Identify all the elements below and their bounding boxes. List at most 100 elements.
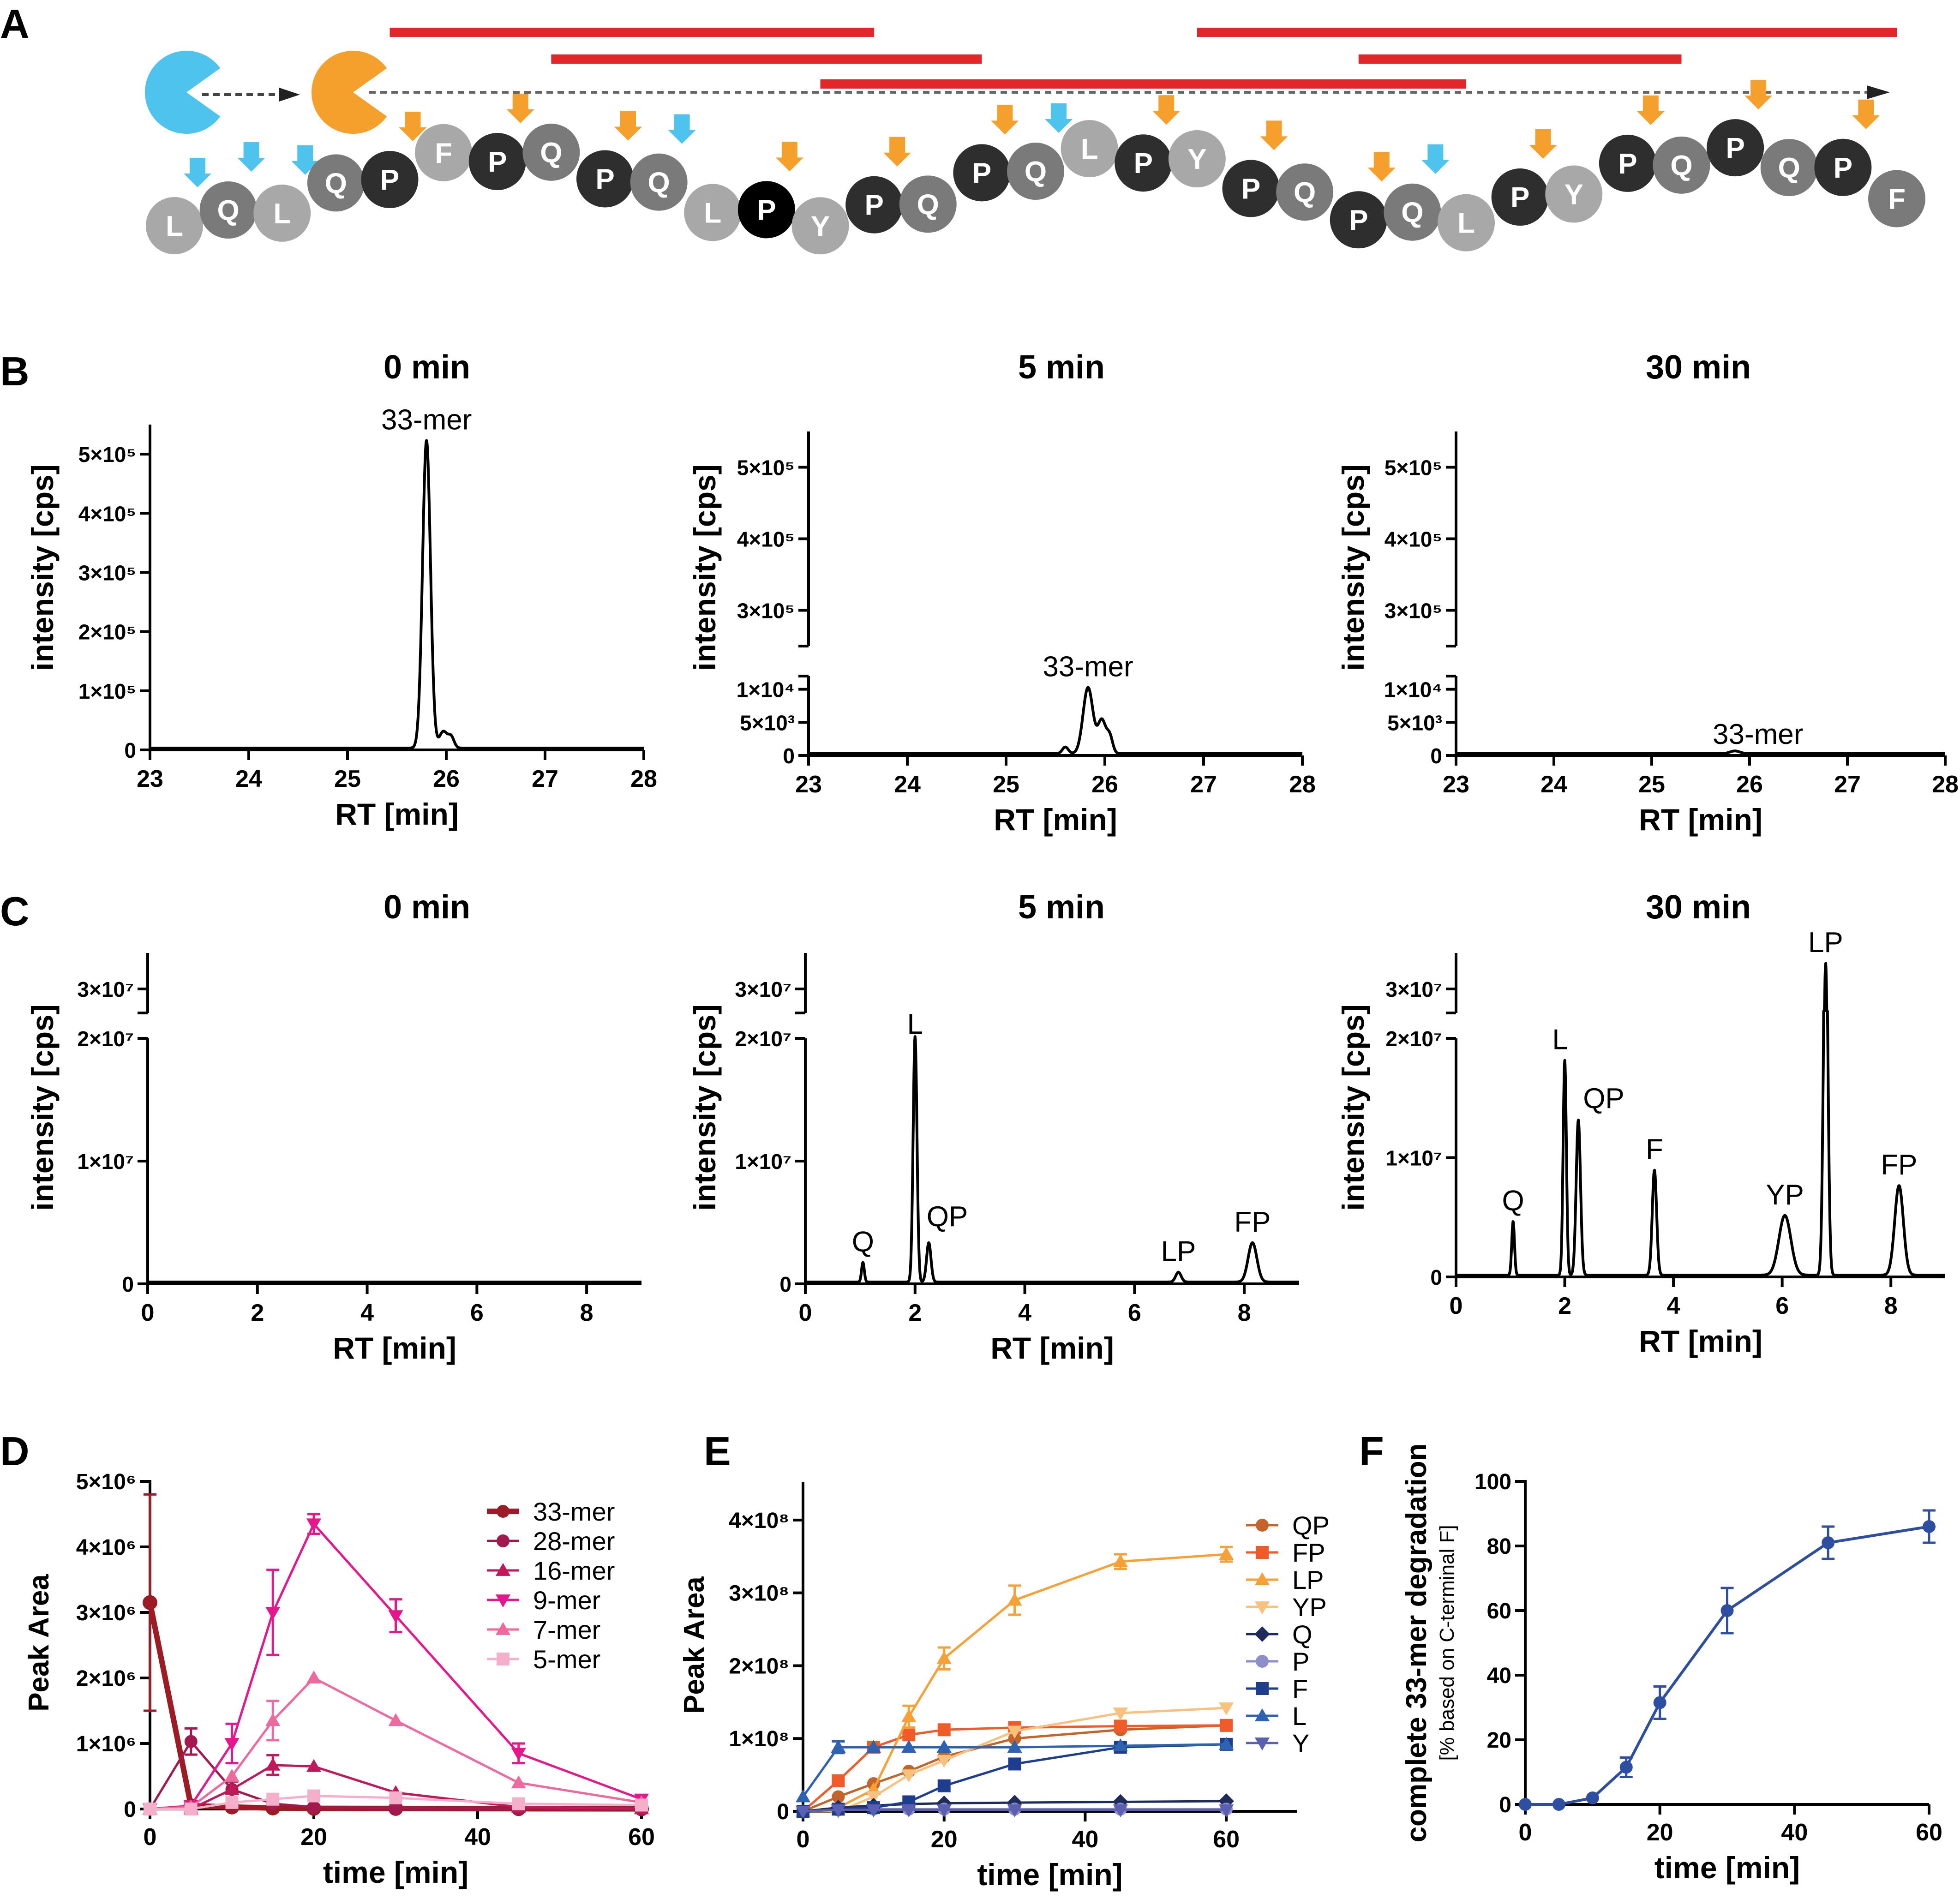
- x-tick-label: 8: [580, 1300, 593, 1326]
- y-tick-label: 0: [1430, 1265, 1442, 1289]
- data-point: [937, 1723, 951, 1737]
- y-tick-label: 1×10⁸: [729, 1727, 789, 1751]
- data-point: [795, 1789, 811, 1803]
- residue-label: Q: [1401, 197, 1423, 229]
- legend-marker: [495, 1622, 511, 1635]
- residue-label: P: [757, 194, 776, 226]
- data-point: [389, 1791, 402, 1804]
- legend-marker: [495, 1563, 511, 1576]
- cleavage-arrow-icon: [1529, 129, 1557, 159]
- legend-label: QP: [1292, 1511, 1330, 1540]
- residue-Q: [630, 153, 688, 211]
- cleavage-arrow-icon: [883, 137, 911, 167]
- x-tick-label: 24: [894, 771, 921, 798]
- legend-marker: [497, 1505, 509, 1518]
- legend-label: LP: [1292, 1565, 1324, 1594]
- legend-label: 5-mer: [533, 1645, 600, 1674]
- series-line: [150, 1795, 642, 1810]
- series-33-mer-degradation: [1519, 1509, 1936, 1811]
- peak-label: L: [1552, 1024, 1568, 1056]
- y-tick-label: 5×10³: [740, 711, 795, 735]
- residue-Q: [1760, 139, 1818, 197]
- enzymes: [144, 51, 1890, 134]
- x-tick-label: 0: [141, 1300, 155, 1326]
- peak-label: 33-mer: [1713, 719, 1803, 750]
- series-line: [803, 1809, 1227, 1813]
- data-point: [831, 1740, 846, 1753]
- peak-label: F: [1646, 1134, 1663, 1166]
- y-tick-label: 3×10⁶: [76, 1601, 136, 1625]
- series-5-mer: [144, 1789, 648, 1815]
- residue-L: [1438, 194, 1495, 252]
- legend-label: FP: [1292, 1538, 1325, 1567]
- cleavage-arrow-icon: [1852, 99, 1880, 129]
- peak-label: QP: [1583, 1083, 1624, 1114]
- residue-label: L: [166, 210, 183, 242]
- x-tick-label: 60: [628, 1824, 655, 1851]
- residue-label: Q: [917, 189, 939, 221]
- data-point: [511, 1748, 526, 1761]
- residue-label: L: [704, 197, 721, 229]
- residue-label: Q: [1294, 177, 1316, 209]
- x-tick-label: 27: [1190, 771, 1217, 798]
- fragment-bar: [820, 79, 1466, 89]
- residue-P: [1707, 119, 1764, 177]
- series-lp: [795, 1546, 1234, 1817]
- chart-title: 5 min: [1018, 349, 1105, 386]
- residue-label: Q: [1670, 150, 1692, 182]
- chart-d: 0 20 40 60 0 1×10⁶ 2×10⁶ 3×10⁶ 4×10⁶ 5×10⁶ time [m…: [23, 1470, 655, 1889]
- y-axis-label: intensity [cps]: [25, 1004, 60, 1210]
- peak-label: FP: [1881, 1149, 1917, 1181]
- x-tick-label: 26: [433, 766, 460, 792]
- chromatogram-trace: [807, 686, 1304, 755]
- residue-label: P: [1726, 132, 1744, 164]
- legend-marker: [1254, 1626, 1270, 1642]
- legend-marker: [1254, 1601, 1270, 1615]
- data-point: [143, 1595, 157, 1610]
- y-tick-label: 2×10⁵: [78, 620, 136, 644]
- x-tick-label: 28: [1932, 771, 1959, 798]
- y-tick-label: 40: [1487, 1664, 1511, 1688]
- y-tick-label: 3×10⁷: [735, 977, 791, 1001]
- residue-L: [1061, 120, 1118, 178]
- arrow-head-icon: [279, 88, 300, 102]
- residue-P: [468, 133, 526, 191]
- y-axis-label: Peak Area: [678, 1576, 710, 1714]
- series-line: [1525, 1525, 1930, 1806]
- y-tick-label: 3×10⁸: [729, 1582, 789, 1606]
- x-tick-label: 6: [1775, 1293, 1789, 1319]
- y-tick-label: 60: [1487, 1599, 1511, 1623]
- data-point: [265, 1713, 281, 1726]
- data-point: [936, 1740, 952, 1753]
- y-tick-label: 0: [124, 738, 136, 762]
- data-point: [184, 1735, 198, 1748]
- x-tick-label: 24: [235, 766, 262, 792]
- chart-e: 0 20 40 60 0 1×10⁸ 2×10⁸ 3×10⁸ 4×10⁸ time [min] Pe…: [678, 1482, 1330, 1892]
- data-point: [1720, 1604, 1734, 1617]
- chart-title: 0 min: [384, 349, 470, 386]
- cleavage-arrow-icon: [506, 94, 534, 124]
- panel-a: A L Q L Q P F P Q P Q L P Y P Q P Q L P Y P Q P Q L P Y P Q P Q P F: [0, 1, 1925, 255]
- x-axis-label: RT [min]: [990, 1331, 1114, 1365]
- x-tick-label: 20: [300, 1824, 327, 1851]
- x-axis-label: RT [min]: [335, 797, 459, 831]
- data-point: [388, 1713, 403, 1726]
- legend-label: 33-mer: [533, 1497, 615, 1526]
- series-line: [150, 1522, 642, 1810]
- residue-label: Q: [540, 137, 562, 169]
- data-point: [902, 1728, 916, 1742]
- x-tick-label: 0: [1450, 1293, 1463, 1319]
- peak-label: 33-mer: [381, 404, 472, 436]
- y-tick-label: 3×10⁵: [78, 561, 136, 585]
- data-point: [224, 1768, 240, 1782]
- x-tick-label: 40: [464, 1824, 491, 1851]
- x-tick-label: 8: [1884, 1293, 1898, 1319]
- data-point: [1007, 1725, 1022, 1739]
- x-tick-label: 0: [1519, 1819, 1532, 1846]
- x-tick-label: 26: [1736, 771, 1763, 798]
- x-axis-label: time [min]: [977, 1857, 1122, 1892]
- legend-marker: [497, 1534, 509, 1547]
- legend-marker: [1256, 1519, 1269, 1532]
- series-l: [795, 1737, 1234, 1803]
